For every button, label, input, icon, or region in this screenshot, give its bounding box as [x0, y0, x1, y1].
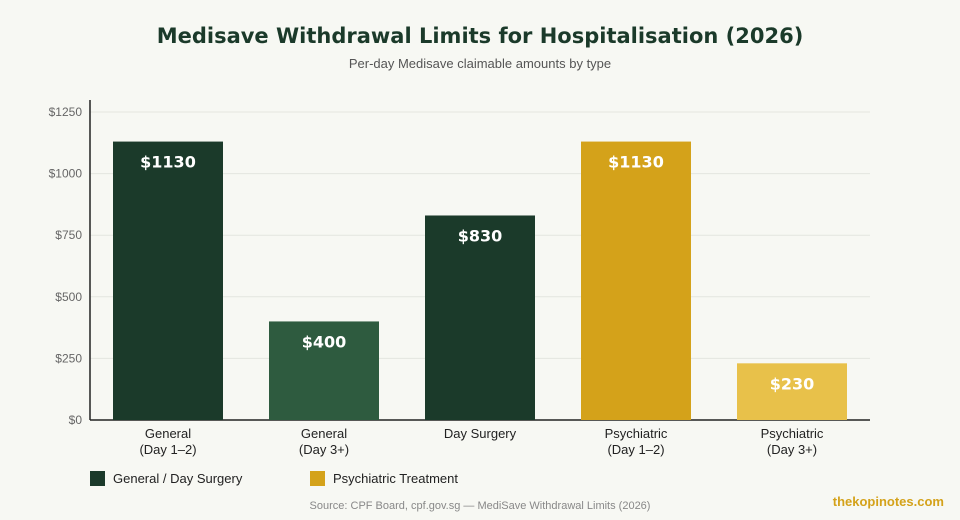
bar	[425, 215, 535, 420]
y-tick-label: $750	[55, 228, 82, 242]
y-tick-label: $250	[55, 351, 82, 365]
x-tick-label: (Day 3+)	[767, 442, 817, 457]
chart-title: Medisave Withdrawal Limits for Hospitali…	[156, 24, 804, 48]
bar-value-label: $1130	[140, 153, 196, 172]
y-tick-label: $1250	[49, 105, 83, 119]
legend-item-general: General / Day Surgery	[90, 470, 242, 486]
y-tick-label: $500	[55, 290, 82, 304]
x-tick-label: Day Surgery	[444, 426, 517, 441]
x-tick-label: (Day 1–2)	[607, 442, 664, 457]
bar-value-label: $1130	[608, 153, 664, 172]
x-tick-label: General	[145, 426, 191, 441]
legend-swatch-psychiatric	[310, 470, 325, 486]
bar-value-label: $400	[302, 332, 347, 351]
bar-value-label: $230	[770, 374, 815, 393]
source-note: Source: CPF Board, cpf.gov.sg — MediSave…	[309, 500, 651, 512]
x-tick-label: General	[301, 426, 347, 441]
bar	[737, 363, 847, 420]
bar-chart: $0$250$500$750$1000$1250$1130General(Day…	[49, 100, 870, 457]
brand-watermark: thekopinotes.com	[832, 494, 944, 509]
legend-item-psychiatric: Psychiatric Treatment	[310, 470, 458, 486]
bar	[581, 141, 691, 420]
y-tick-label: $1000	[49, 167, 83, 181]
x-tick-label: Psychiatric	[605, 426, 668, 441]
bar	[269, 321, 379, 420]
x-tick-label: Psychiatric	[761, 426, 824, 441]
legend-label-general: General / Day Surgery	[113, 470, 243, 486]
bar	[113, 141, 223, 420]
chart-subtitle: Per-day Medisave claimable amounts by ty…	[348, 56, 612, 71]
y-tick-label: $0	[69, 413, 83, 427]
x-tick-label: (Day 1–2)	[139, 442, 196, 457]
legend-swatch-general	[90, 470, 105, 486]
bar-value-label: $830	[458, 226, 503, 245]
legend-label-psychiatric: Psychiatric Treatment	[333, 470, 458, 486]
x-tick-label: (Day 3+)	[299, 442, 349, 457]
